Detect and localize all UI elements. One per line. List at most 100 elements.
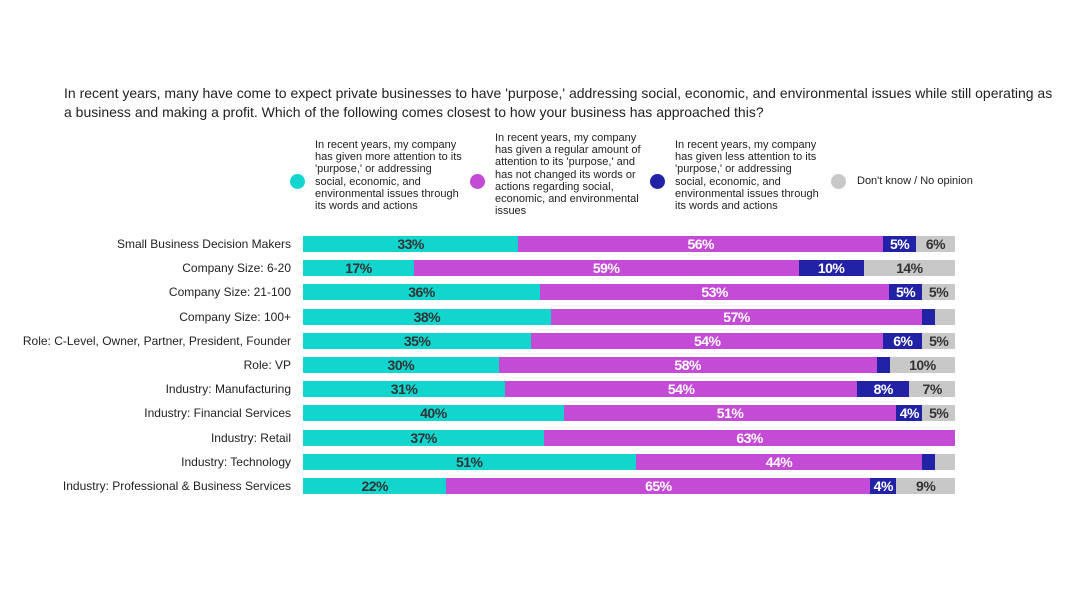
bar-segment-s3: 9% [896, 478, 955, 494]
data-label: 6% [893, 332, 913, 349]
bar-segment-s2: 4% [896, 405, 923, 422]
category-label: Industry: Professional & Business Servic… [62, 479, 291, 493]
category-label: Role: C-Level, Owner, Partner, President… [22, 333, 291, 348]
bar-segment-s2: 5% [883, 236, 916, 252]
category-label: Industry: Financial Services [144, 406, 291, 421]
bar-segment-s2 [922, 453, 936, 470]
bar-segment-s1: 58% [498, 357, 877, 373]
category-label: Company Size: 100+ [179, 309, 291, 324]
data-label: 38% [413, 308, 441, 325]
data-label: 65% [645, 478, 672, 494]
category-label: Company Size: 21-100 [168, 285, 291, 300]
bar-segment-s3: 5% [922, 284, 955, 301]
bar-segment-s1: 53% [540, 284, 890, 301]
bar-segment-s3: 10% [889, 357, 955, 373]
data-label: 5% [928, 284, 949, 301]
bar-segment-s0: 33% [303, 236, 519, 252]
bar-segment-s0: 35% [303, 332, 532, 349]
data-label: 10% [909, 357, 936, 373]
data-label: 56% [687, 236, 714, 252]
data-label: 5% [889, 236, 910, 252]
bar-segment-s3: 7% [909, 381, 955, 398]
bar-segment-s1: 56% [518, 236, 884, 252]
data-label: 37% [410, 429, 437, 446]
bar-segment-s2: 6% [883, 332, 923, 349]
data-label: 7% [922, 381, 943, 398]
data-label: 54% [667, 381, 695, 398]
legend-marker-regular-attention [470, 174, 485, 189]
data-label: 10% [817, 260, 845, 277]
data-label: 40% [420, 405, 447, 422]
bar-segment-s1: 59% [413, 260, 799, 277]
bar-segment-s2: 10% [798, 260, 864, 277]
bar-segment-s2: 5% [889, 284, 923, 301]
data-label: 4% [873, 478, 894, 494]
bar-segment-s3 [935, 308, 955, 325]
bar-segment-s0: 22% [303, 478, 447, 494]
bar-segment-s0: 38% [303, 308, 551, 325]
bar-segment-s1: 54% [531, 332, 884, 349]
data-label: 5% [929, 405, 949, 422]
data-label: 22% [361, 478, 388, 494]
category-label: Role: VP [243, 358, 291, 372]
data-label: 5% [895, 284, 916, 301]
category-label: Industry: Retail [210, 430, 291, 445]
bar-segment-s3: 5% [922, 405, 955, 422]
bar-segment-s3: 14% [863, 260, 955, 277]
data-label: 63% [736, 429, 763, 446]
bar-segment-s0: 51% [303, 453, 636, 470]
data-label: 6% [925, 236, 946, 252]
legend-label-dont-know: Don't know / No opinion [857, 175, 973, 187]
bar-segment-s1: 57% [550, 308, 923, 325]
bar-segment-s0: 40% [303, 405, 564, 422]
data-label: 14% [896, 260, 923, 277]
category-label: Industry: Technology [181, 454, 291, 469]
legend-label-less-attention: In recent years, my company has given le… [675, 139, 819, 213]
bar-segment-s1: 51% [563, 405, 897, 422]
category-label: Industry: Manufacturing [165, 382, 291, 397]
data-label: 33% [397, 236, 424, 252]
bar-segment-s2 [876, 357, 890, 373]
data-label: 4% [899, 405, 920, 422]
data-label: 36% [408, 284, 435, 301]
data-label: 51% [455, 453, 483, 470]
data-label: 53% [701, 284, 728, 301]
bar-segment-s0: 36% [303, 284, 541, 301]
bar-segment-s0: 30% [303, 357, 499, 373]
chart-title: In recent years, many have come to expec… [64, 85, 1053, 120]
data-label: 57% [723, 308, 750, 325]
bar-segment-s0: 17% [303, 260, 414, 277]
data-label: 5% [929, 332, 949, 349]
bar-segment-s3: 6% [915, 236, 955, 252]
legend-marker-less-attention [650, 174, 665, 189]
bar-segment-s1: 63% [544, 429, 955, 446]
data-label: 17% [345, 260, 372, 277]
bar-segment-s2: 4% [870, 478, 897, 494]
bar-segment-s1: 54% [505, 381, 858, 398]
bar-segment-s2: 8% [857, 381, 910, 398]
data-label: 54% [693, 332, 721, 349]
data-label: 58% [674, 357, 701, 373]
bar-segment-s3 [935, 453, 955, 470]
data-label: 44% [765, 453, 793, 470]
bar-segment-s2 [922, 308, 936, 325]
category-label: Small Business Decision Makers [116, 237, 291, 251]
category-label: Company Size: 6-20 [182, 261, 291, 276]
legend-marker-dont-know [831, 174, 846, 189]
bar-segment-s3: 5% [922, 332, 955, 349]
data-label: 30% [387, 357, 415, 373]
data-label: 31% [390, 381, 418, 398]
data-label: 35% [403, 332, 431, 349]
data-label: 9% [916, 478, 936, 494]
legend-marker-more-attention [290, 174, 305, 189]
legend-label-more-attention: In recent years, my company has given mo… [315, 139, 462, 213]
bar-segment-s1: 44% [635, 453, 923, 470]
bar-segment-s1: 65% [446, 478, 871, 494]
bar-segment-s0: 31% [303, 381, 506, 398]
data-label: 59% [592, 260, 620, 277]
data-label: 51% [716, 405, 744, 422]
bar-segment-s0: 37% [303, 429, 545, 446]
legend-label-regular-attention: In recent years, my company has given a … [495, 132, 641, 218]
data-label: 8% [873, 381, 894, 398]
